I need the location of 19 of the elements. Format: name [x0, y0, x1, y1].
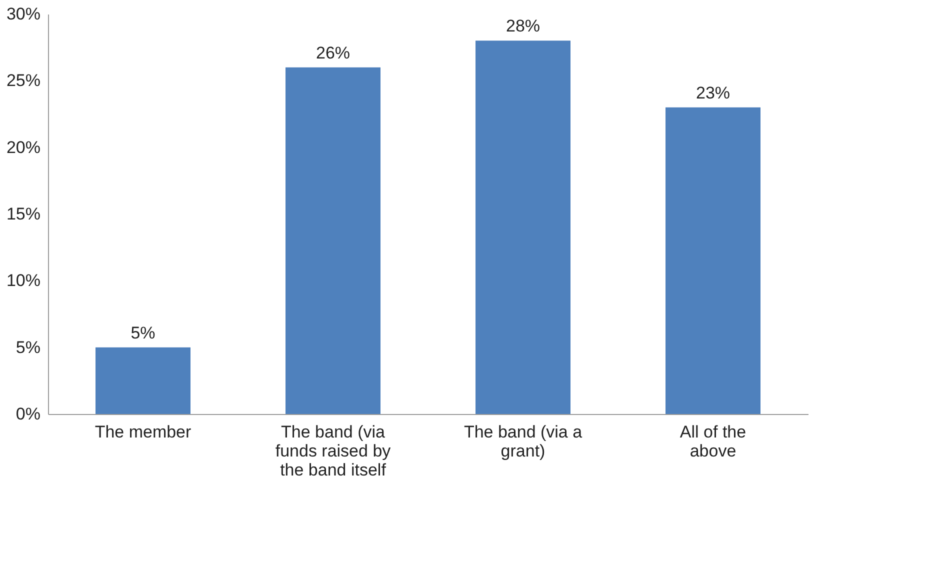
data-label: 28% [506, 16, 540, 36]
y-tick-label: 10% [6, 271, 40, 290]
data-label: 26% [316, 43, 350, 62]
x-tick-label: All of the above [680, 422, 746, 460]
bar [286, 67, 380, 414]
x-tick-label: The member [94, 422, 192, 442]
bar [476, 40, 570, 414]
x-tick-label: The band (via funds raised by the band itself [275, 422, 392, 480]
y-tick-label: 5% [16, 338, 40, 357]
data-label: 23% [696, 83, 730, 102]
y-tick-label: 15% [6, 204, 40, 224]
x-tick-label: The band (via a grant) [464, 422, 583, 460]
bar [96, 347, 190, 414]
data-label: 5% [130, 323, 156, 342]
y-tick-label: 30% [6, 4, 40, 24]
y-tick-label: 25% [6, 71, 40, 90]
y-tick-label: 20% [6, 138, 40, 157]
bar [666, 107, 760, 414]
y-tick-label: 0% [16, 404, 40, 424]
